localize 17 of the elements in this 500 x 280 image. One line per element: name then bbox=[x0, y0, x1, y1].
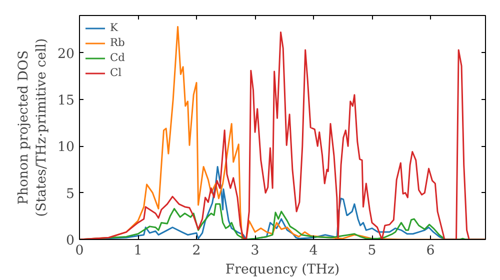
legend-label: K bbox=[110, 21, 120, 34]
y-tick-label: 15 bbox=[58, 94, 75, 108]
y-tick-label: 10 bbox=[58, 140, 75, 156]
x-axis-title: Frequency (THz) bbox=[225, 262, 340, 278]
y-axis-title: Phonon projected DOS (States/THz·primitive cell) bbox=[16, 38, 50, 217]
y-tick-label: 0 bbox=[66, 234, 75, 248]
legend-label: Cd bbox=[110, 51, 126, 64]
x-tick-label: 3 bbox=[250, 244, 260, 258]
legend-label: Rb bbox=[110, 36, 126, 49]
y-tick-label: 20 bbox=[58, 46, 75, 62]
x-tick-label: 5 bbox=[368, 244, 376, 258]
x-tick-label: 2 bbox=[192, 244, 201, 258]
legend-label: Cl bbox=[110, 66, 123, 79]
y-tick-label: 5 bbox=[66, 186, 75, 202]
x-tick-label: 1 bbox=[134, 244, 142, 258]
x-tick-label: 4 bbox=[309, 244, 318, 258]
x-tick-label: 6 bbox=[426, 244, 435, 258]
